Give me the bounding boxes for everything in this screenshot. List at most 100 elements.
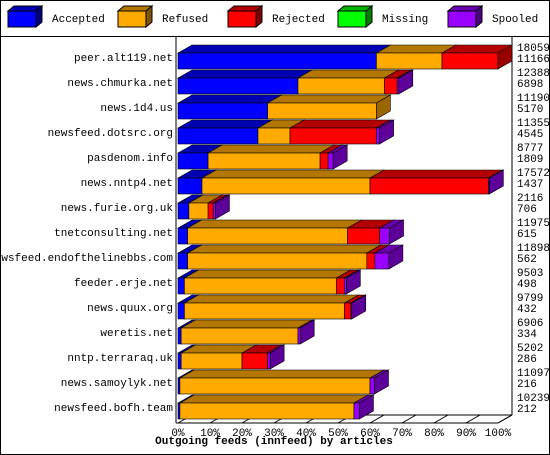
bar-top bbox=[178, 369, 386, 379]
bar-segment bbox=[379, 227, 390, 245]
accepted-label: 216 bbox=[517, 379, 537, 391]
bar-segment bbox=[384, 77, 398, 95]
category-label: news.quux.org bbox=[87, 303, 173, 315]
accepted-label: 615 bbox=[517, 229, 537, 241]
category-label: pasdenom.info bbox=[87, 153, 173, 165]
category-label: weretis.net bbox=[100, 328, 173, 340]
bar-top bbox=[296, 69, 400, 79]
x-tick-label: 80% bbox=[424, 428, 444, 440]
x-tick-label: 50% bbox=[328, 428, 348, 440]
legend-label: Spooled bbox=[492, 14, 538, 26]
bar-segment bbox=[374, 252, 390, 270]
category-label: tnetconsulting.net bbox=[54, 228, 173, 240]
bar-segment bbox=[177, 52, 377, 70]
offered-label: 10239 bbox=[517, 393, 550, 405]
bar-top bbox=[288, 119, 392, 129]
bar-segment bbox=[267, 102, 377, 120]
bar-segment bbox=[184, 277, 337, 295]
category-label: news.furie.org.uk bbox=[61, 203, 174, 215]
x-tick-label: 20% bbox=[232, 428, 252, 440]
bar-segment bbox=[327, 152, 334, 170]
bar-side bbox=[332, 144, 348, 170]
legend-label: Accepted bbox=[52, 14, 105, 26]
bar-top bbox=[186, 244, 382, 254]
legend-swatch bbox=[117, 10, 147, 28]
bar-side bbox=[359, 394, 374, 420]
offered-label: 11975 bbox=[517, 218, 550, 230]
x-tick bbox=[497, 414, 513, 424]
x-tick bbox=[401, 414, 417, 424]
category-label: news.chmurka.net bbox=[67, 78, 173, 90]
bar-side bbox=[398, 69, 414, 95]
accepted-label: 498 bbox=[517, 279, 537, 291]
bar-top bbox=[180, 319, 314, 329]
offered-label: 11898 bbox=[517, 243, 550, 255]
bar-side bbox=[215, 194, 230, 220]
bar-side bbox=[489, 169, 504, 195]
accepted-label: 286 bbox=[517, 354, 537, 366]
bar-segment bbox=[319, 152, 329, 170]
bar-top bbox=[176, 69, 314, 79]
accepted-label: 706 bbox=[517, 204, 537, 216]
offered-label: 9503 bbox=[517, 268, 543, 280]
accepted-label: 1437 bbox=[517, 179, 543, 191]
bar-segment bbox=[241, 352, 268, 370]
bar-segment bbox=[177, 77, 299, 95]
bar-top bbox=[183, 269, 352, 279]
bar-side bbox=[269, 344, 285, 370]
bar-segment bbox=[177, 177, 203, 195]
bar-side bbox=[379, 119, 394, 145]
bar-segment bbox=[187, 227, 348, 245]
bar-segment bbox=[177, 327, 182, 345]
bar-segment bbox=[353, 402, 360, 420]
bar-segment bbox=[344, 302, 352, 320]
offered-label: 11355 bbox=[517, 118, 550, 130]
bar-segment bbox=[177, 152, 209, 170]
bar-top bbox=[368, 169, 504, 179]
bar-segment bbox=[289, 127, 377, 145]
bar-segment bbox=[177, 252, 188, 270]
category-label: newsfeed.bofh.team bbox=[54, 403, 173, 415]
bar-side bbox=[497, 44, 513, 70]
bar-segment bbox=[188, 202, 209, 220]
x-tick-label: 30% bbox=[264, 428, 284, 440]
bar-segment bbox=[207, 202, 214, 220]
x-tick-label: 10% bbox=[200, 428, 220, 440]
category-label: peer.alt119.net bbox=[74, 53, 173, 65]
bar-top bbox=[186, 219, 363, 229]
offered-label: 11097 bbox=[517, 368, 550, 380]
bar-side bbox=[389, 219, 404, 245]
legend-swatch bbox=[227, 10, 257, 28]
accepted-label: 6898 bbox=[517, 79, 543, 91]
bar-segment bbox=[201, 177, 371, 195]
accepted-label: 1809 bbox=[517, 154, 543, 166]
bar-segment bbox=[376, 52, 443, 70]
legend-label: Rejected bbox=[272, 14, 325, 26]
x-tick-label: 90% bbox=[456, 428, 476, 440]
offered-label: 2116 bbox=[517, 193, 543, 205]
bar-segment bbox=[441, 52, 499, 70]
bar-segment bbox=[212, 202, 216, 220]
bar-segment bbox=[177, 102, 268, 120]
bar-segment bbox=[347, 227, 380, 245]
bar-segment bbox=[179, 377, 371, 395]
accepted-label: 4545 bbox=[517, 129, 543, 141]
bar-side bbox=[299, 319, 315, 345]
legend-label: Missing bbox=[382, 14, 428, 26]
x-tick bbox=[465, 414, 481, 424]
bar-side bbox=[351, 294, 367, 320]
category-label: news.samoylyk.net bbox=[61, 378, 173, 390]
bar-segment bbox=[257, 127, 291, 145]
bar-top bbox=[176, 44, 392, 54]
offered-label: 8777 bbox=[517, 143, 543, 155]
legend-swatch bbox=[447, 10, 477, 28]
accepted-label: 212 bbox=[517, 404, 537, 416]
bar-segment bbox=[184, 302, 345, 320]
bar-segment bbox=[177, 227, 188, 245]
x-tick-label: 100% bbox=[485, 428, 512, 440]
category-label: feeder.erje.net bbox=[74, 278, 173, 290]
x-tick-label: 40% bbox=[296, 428, 316, 440]
x-tick-label: 0% bbox=[171, 428, 185, 440]
bar-segment bbox=[180, 352, 243, 370]
